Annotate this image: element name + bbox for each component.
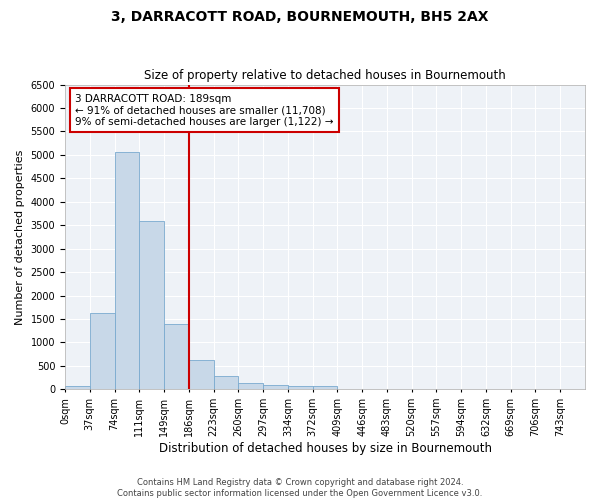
Text: 3 DARRACOTT ROAD: 189sqm
← 91% of detached houses are smaller (11,708)
9% of sem: 3 DARRACOTT ROAD: 189sqm ← 91% of detach…: [76, 94, 334, 127]
Bar: [214, 376, 238, 390]
Y-axis label: Number of detached properties: Number of detached properties: [15, 149, 25, 324]
Bar: [90, 313, 115, 390]
Bar: [288, 386, 313, 390]
Text: Contains HM Land Registry data © Crown copyright and database right 2024.
Contai: Contains HM Land Registry data © Crown c…: [118, 478, 482, 498]
Bar: [238, 382, 263, 390]
Bar: [139, 222, 164, 390]
Bar: [164, 324, 189, 390]
Bar: [313, 386, 337, 390]
Bar: [115, 152, 139, 390]
X-axis label: Distribution of detached houses by size in Bournemouth: Distribution of detached houses by size …: [158, 442, 491, 455]
Bar: [65, 386, 90, 390]
Bar: [263, 384, 288, 390]
Bar: [189, 360, 214, 390]
Title: Size of property relative to detached houses in Bournemouth: Size of property relative to detached ho…: [144, 69, 506, 82]
Text: 3, DARRACOTT ROAD, BOURNEMOUTH, BH5 2AX: 3, DARRACOTT ROAD, BOURNEMOUTH, BH5 2AX: [111, 10, 489, 24]
